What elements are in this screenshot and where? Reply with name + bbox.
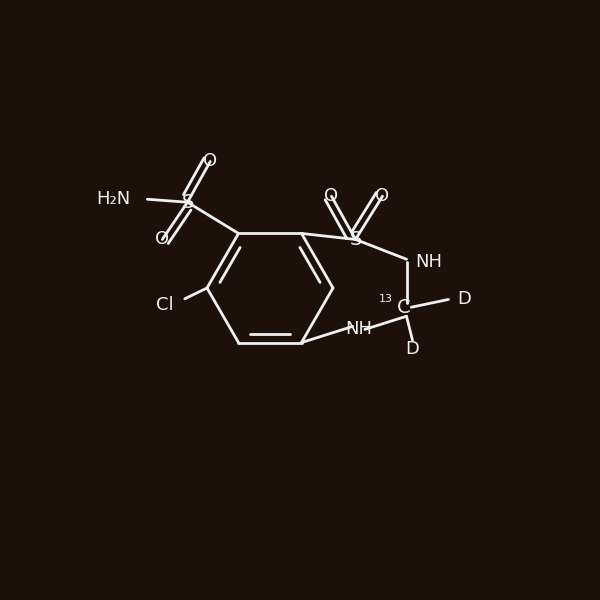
Text: NH: NH <box>416 253 443 271</box>
Text: O: O <box>155 230 169 248</box>
Text: NH: NH <box>346 320 372 338</box>
Text: D: D <box>406 340 419 358</box>
Text: O: O <box>203 152 217 170</box>
Text: O: O <box>376 187 389 205</box>
Text: 13: 13 <box>379 295 394 304</box>
Text: C: C <box>397 298 410 317</box>
Text: S: S <box>181 193 194 212</box>
Text: D: D <box>458 290 472 308</box>
Text: S: S <box>349 230 362 249</box>
Text: Cl: Cl <box>157 296 174 314</box>
Text: O: O <box>325 187 338 205</box>
Text: H₂N: H₂N <box>96 190 131 208</box>
